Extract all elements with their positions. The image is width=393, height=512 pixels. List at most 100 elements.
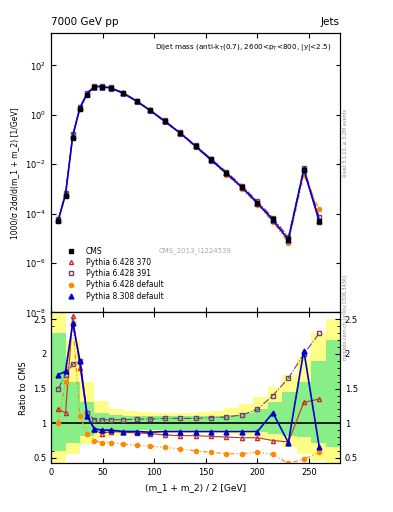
Pythia 8.308 default <box>240 184 244 190</box>
Pythia 8.308 default <box>178 130 182 136</box>
Pythia 6.428 370 <box>92 83 97 90</box>
Pythia 8.308 default <box>108 85 113 91</box>
CMS <box>178 130 182 136</box>
Pythia 6.428 370 <box>70 132 75 138</box>
CMS <box>240 184 244 190</box>
Pythia 6.428 370 <box>63 191 68 198</box>
Pythia 8.308 default <box>317 218 322 224</box>
Pythia 6.428 default <box>99 83 104 90</box>
Pythia 6.428 default <box>121 91 126 97</box>
CMS <box>70 135 75 141</box>
Pythia 6.428 370 <box>56 216 61 222</box>
Pythia 6.428 default <box>240 186 244 192</box>
Pythia 6.428 default <box>255 202 260 208</box>
Pythia 8.308 default <box>270 217 275 223</box>
Pythia 6.428 default <box>92 84 97 90</box>
Pythia 6.428 370 <box>162 118 167 124</box>
Pythia 6.428 391 <box>70 132 75 138</box>
Pythia 6.428 default <box>85 91 90 97</box>
Pythia 6.428 370 <box>178 130 182 136</box>
CMS <box>56 218 61 224</box>
CMS <box>99 83 104 90</box>
Pythia 8.308 default <box>121 90 126 96</box>
Pythia 8.308 default <box>301 166 306 173</box>
Text: CMS_2013_I1224539: CMS_2013_I1224539 <box>159 248 232 254</box>
Pythia 6.428 391 <box>178 130 182 136</box>
Pythia 6.428 default <box>148 108 152 114</box>
Pythia 6.428 370 <box>224 170 229 176</box>
Pythia 6.428 391 <box>134 98 139 104</box>
Pythia 8.308 default <box>286 237 291 243</box>
Pythia 6.428 391 <box>121 90 126 96</box>
Pythia 6.428 default <box>70 133 75 139</box>
Pythia 6.428 391 <box>148 106 152 113</box>
Pythia 8.308 default <box>162 118 167 124</box>
Pythia 6.428 391 <box>255 198 260 204</box>
Pythia 8.308 default <box>85 91 90 97</box>
Pythia 8.308 default <box>148 108 152 114</box>
Line: Pythia 6.428 391: Pythia 6.428 391 <box>56 84 321 239</box>
Pythia 6.428 391 <box>240 183 244 189</box>
CMS <box>193 143 198 149</box>
Pythia 6.428 370 <box>317 219 322 225</box>
CMS <box>134 98 139 104</box>
Pythia 6.428 391 <box>85 90 90 96</box>
Pythia 8.308 default <box>63 191 68 198</box>
Pythia 6.428 391 <box>92 83 97 89</box>
Pythia 8.308 default <box>92 83 97 90</box>
Pythia 6.428 391 <box>78 104 83 110</box>
Y-axis label: Ratio to CMS: Ratio to CMS <box>18 361 28 415</box>
CMS <box>286 237 291 243</box>
CMS <box>209 156 213 162</box>
Pythia 6.428 391 <box>108 84 113 91</box>
Pythia 6.428 370 <box>108 84 113 91</box>
Pythia 6.428 391 <box>209 156 213 162</box>
Pythia 8.308 default <box>209 157 213 163</box>
Pythia 6.428 391 <box>63 189 68 196</box>
Pythia 8.308 default <box>193 143 198 149</box>
Pythia 8.308 default <box>99 83 104 90</box>
CMS <box>108 85 113 91</box>
Pythia 6.428 370 <box>148 107 152 113</box>
Text: 7000 GeV pp: 7000 GeV pp <box>51 16 119 27</box>
Y-axis label: 1000/σ 2dσ/d(m_1 + m_2) [1/GeV]: 1000/σ 2dσ/d(m_1 + m_2) [1/GeV] <box>11 107 20 239</box>
Pythia 8.308 default <box>56 217 61 223</box>
CMS <box>270 217 275 223</box>
Pythia 6.428 391 <box>99 83 104 89</box>
CMS <box>301 166 306 173</box>
Text: Jets: Jets <box>321 16 340 27</box>
Pythia 6.428 391 <box>270 215 275 221</box>
Pythia 6.428 370 <box>286 237 291 243</box>
Text: mcplots.cern.ch [arXiv:1306.3436]: mcplots.cern.ch [arXiv:1306.3436] <box>343 275 348 360</box>
Pythia 6.428 391 <box>317 215 322 221</box>
Line: Pythia 6.428 370: Pythia 6.428 370 <box>56 84 321 242</box>
Pythia 6.428 default <box>301 173 306 179</box>
Pythia 6.428 default <box>286 240 291 246</box>
CMS <box>224 170 229 176</box>
Pythia 6.428 370 <box>209 156 213 162</box>
CMS <box>85 92 90 98</box>
Pythia 6.428 default <box>317 206 322 212</box>
CMS <box>121 90 126 96</box>
CMS <box>63 194 68 200</box>
CMS <box>255 200 260 206</box>
Pythia 6.428 391 <box>224 169 229 175</box>
Pythia 6.428 370 <box>255 200 260 206</box>
Pythia 8.308 default <box>224 170 229 176</box>
Pythia 6.428 default <box>56 218 61 224</box>
Pythia 6.428 370 <box>270 218 275 224</box>
Line: CMS: CMS <box>56 84 322 242</box>
Pythia 6.428 370 <box>134 98 139 104</box>
Pythia 6.428 370 <box>240 184 244 190</box>
Pythia 6.428 default <box>178 131 182 137</box>
Pythia 6.428 default <box>270 219 275 225</box>
Pythia 8.308 default <box>78 105 83 111</box>
CMS <box>148 108 152 114</box>
Line: Pythia 8.308 default: Pythia 8.308 default <box>56 84 322 242</box>
Pythia 6.428 370 <box>301 167 306 174</box>
Pythia 6.428 default <box>162 119 167 125</box>
Pythia 6.428 default <box>63 193 68 199</box>
Text: Dijet mass (anti-k$_{\rm T}$(0.7), 2600<p$_{\rm T}$<800, |y|<2.5): Dijet mass (anti-k$_{\rm T}$(0.7), 2600<… <box>155 41 331 53</box>
CMS <box>162 118 167 124</box>
Pythia 6.428 370 <box>193 143 198 149</box>
